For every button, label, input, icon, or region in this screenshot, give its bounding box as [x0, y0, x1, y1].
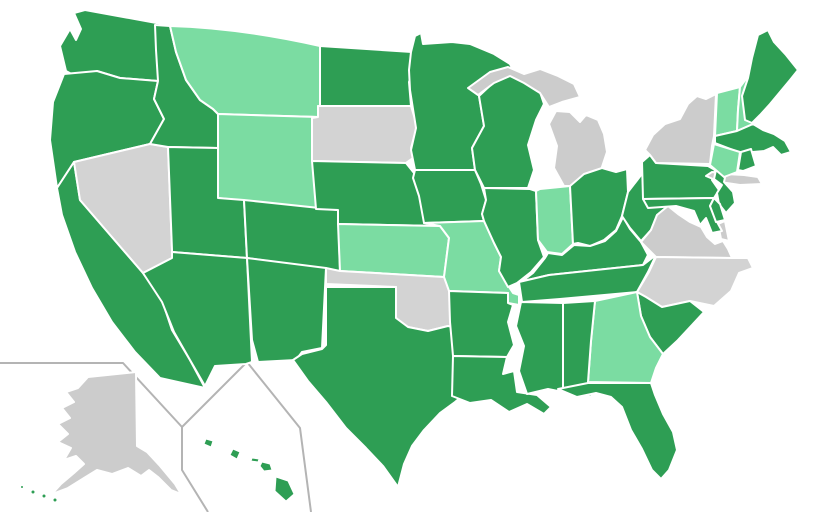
aleutian-islands: [20, 485, 58, 503]
state-new-mexico: [246, 257, 327, 363]
state-florida: [557, 382, 678, 480]
state-north-carolina: [636, 256, 754, 308]
alaska-mainland: [51, 371, 182, 495]
state-montana: [169, 25, 321, 118]
hawaii-kauai: [203, 438, 214, 448]
state-alaska: [20, 371, 182, 503]
virginia-mainland: [640, 205, 733, 259]
state-indiana: [535, 185, 574, 255]
state-arkansas: [448, 290, 515, 358]
michigan-lower-peninsula: [548, 110, 608, 187]
state-south-dakota: [311, 105, 418, 164]
hawaii-oahu: [229, 448, 241, 460]
state-washington: [59, 9, 163, 82]
hawaii-maui: [259, 461, 273, 472]
state-connecticut: [709, 143, 741, 178]
michigan-upper-peninsula: [467, 66, 581, 108]
state-arizona: [142, 251, 253, 387]
state-kansas: [337, 223, 450, 278]
new-york-mainland: [644, 93, 717, 165]
virginia-eastern-shore: [717, 220, 730, 242]
state-iowa: [412, 169, 487, 224]
state-virginia: [640, 205, 733, 259]
state-north-dakota: [319, 45, 417, 107]
hawaii-molokai: [250, 457, 260, 463]
state-hawaii: [203, 438, 295, 502]
state-texas: [292, 286, 471, 488]
state-new-york: [644, 93, 763, 186]
state-wyoming: [217, 113, 319, 209]
hawaii-big-island: [274, 476, 295, 502]
hawaii-inset-border: [181, 361, 312, 512]
state-louisiana: [451, 355, 552, 415]
state-mississippi: [515, 301, 564, 395]
state-maine: [741, 29, 799, 124]
state-delaware: [709, 197, 726, 223]
state-michigan: [467, 66, 608, 187]
state-rhode-island: [737, 148, 757, 172]
